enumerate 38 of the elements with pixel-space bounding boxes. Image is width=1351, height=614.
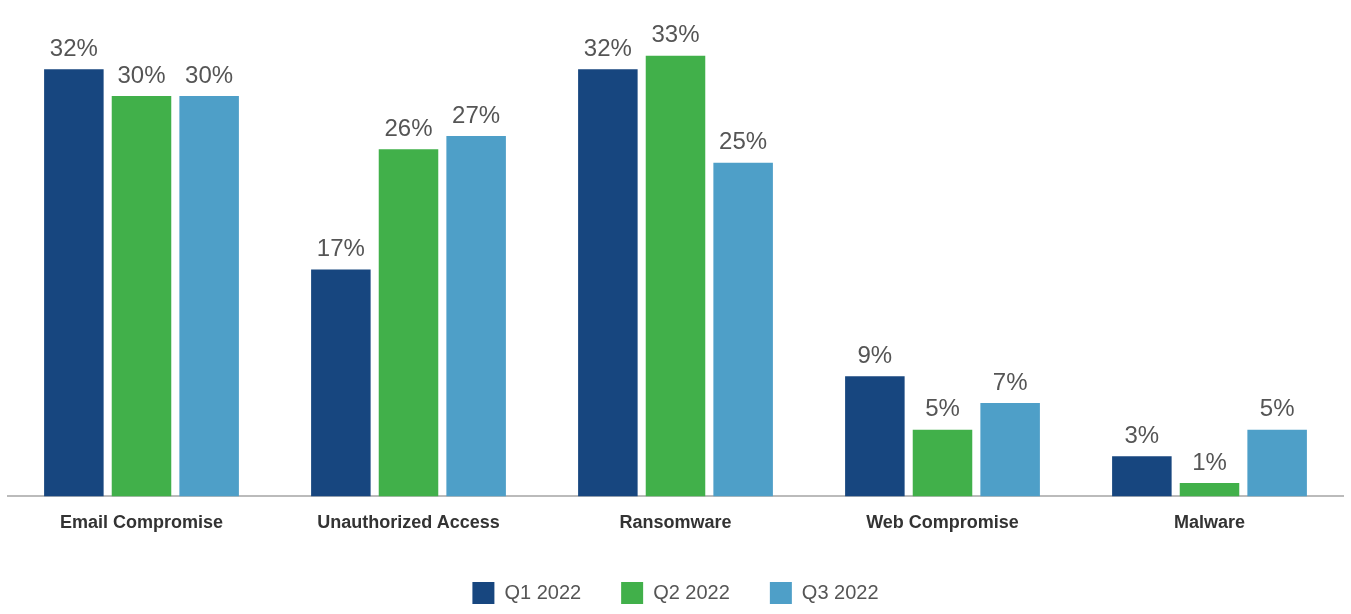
bar [446, 135, 506, 497]
x-tick-label: Web Compromise [866, 512, 1019, 533]
x-tick-label: Email Compromise [59, 512, 224, 533]
legend-label: Q2 2022 [653, 580, 730, 603]
bar [578, 69, 638, 497]
data-label: 17% [316, 234, 365, 262]
bar [378, 149, 439, 497]
data-label: 30% [117, 60, 166, 88]
legend-label: Q1 2022 [504, 580, 582, 603]
data-label: 33% [651, 20, 700, 48]
data-label: 30% [185, 60, 234, 88]
bar [111, 95, 172, 497]
data-label: 32% [49, 33, 98, 61]
data-label: 1% [1192, 447, 1227, 475]
x-tick-label: Unauthorized Access [317, 512, 500, 533]
bar [44, 69, 104, 497]
bar [645, 55, 706, 497]
bar [1247, 429, 1307, 497]
x-tick-label: Ransomware [619, 512, 732, 533]
x-tick-label: Malware [1173, 512, 1246, 533]
data-label: 25% [719, 127, 768, 155]
bar [845, 376, 905, 497]
bar [179, 95, 239, 497]
data-label: 32% [583, 33, 632, 61]
data-label: 27% [452, 100, 501, 128]
data-label: 3% [1124, 420, 1160, 448]
bar [912, 429, 973, 497]
bar [980, 402, 1040, 497]
legend-label: Q3 2022 [801, 580, 879, 603]
data-label: 5% [1259, 394, 1295, 422]
data-label: 7% [992, 367, 1028, 395]
bar [1179, 483, 1240, 497]
data-label: 5% [925, 394, 960, 422]
data-label: 26% [384, 113, 433, 141]
bar [311, 269, 371, 497]
data-label: 9% [857, 340, 893, 368]
bar [1112, 456, 1172, 497]
bar [713, 162, 773, 497]
